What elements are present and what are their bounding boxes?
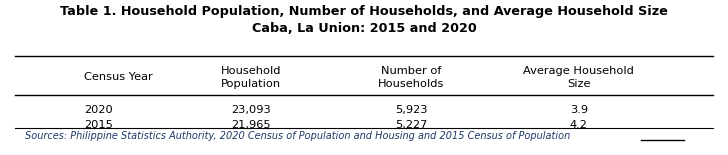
Text: 2015: 2015 [84,120,113,130]
Text: 4.2: 4.2 [570,120,587,130]
Text: Number of
Households: Number of Households [378,66,445,89]
Text: 23,093: 23,093 [232,105,271,115]
Text: Household
Population: Household Population [221,66,282,89]
Text: 5,923: 5,923 [395,105,427,115]
Text: Average Household
Size: Average Household Size [523,66,634,89]
Text: 2020: 2020 [84,105,112,115]
Text: 3.9: 3.9 [570,105,587,115]
Text: Caba, La Union: 2015 and 2020: Caba, La Union: 2015 and 2020 [252,22,476,35]
Text: Sources: Philippine Statistics Authority, 2020 Census of Population and Housing : Sources: Philippine Statistics Authority… [25,131,571,141]
Text: 21,965: 21,965 [232,120,271,130]
Text: 5,227: 5,227 [395,120,427,130]
Text: Table 1. Household Population, Number of Households, and Average Household Size: Table 1. Household Population, Number of… [60,5,668,18]
Text: Census Year: Census Year [84,73,152,82]
